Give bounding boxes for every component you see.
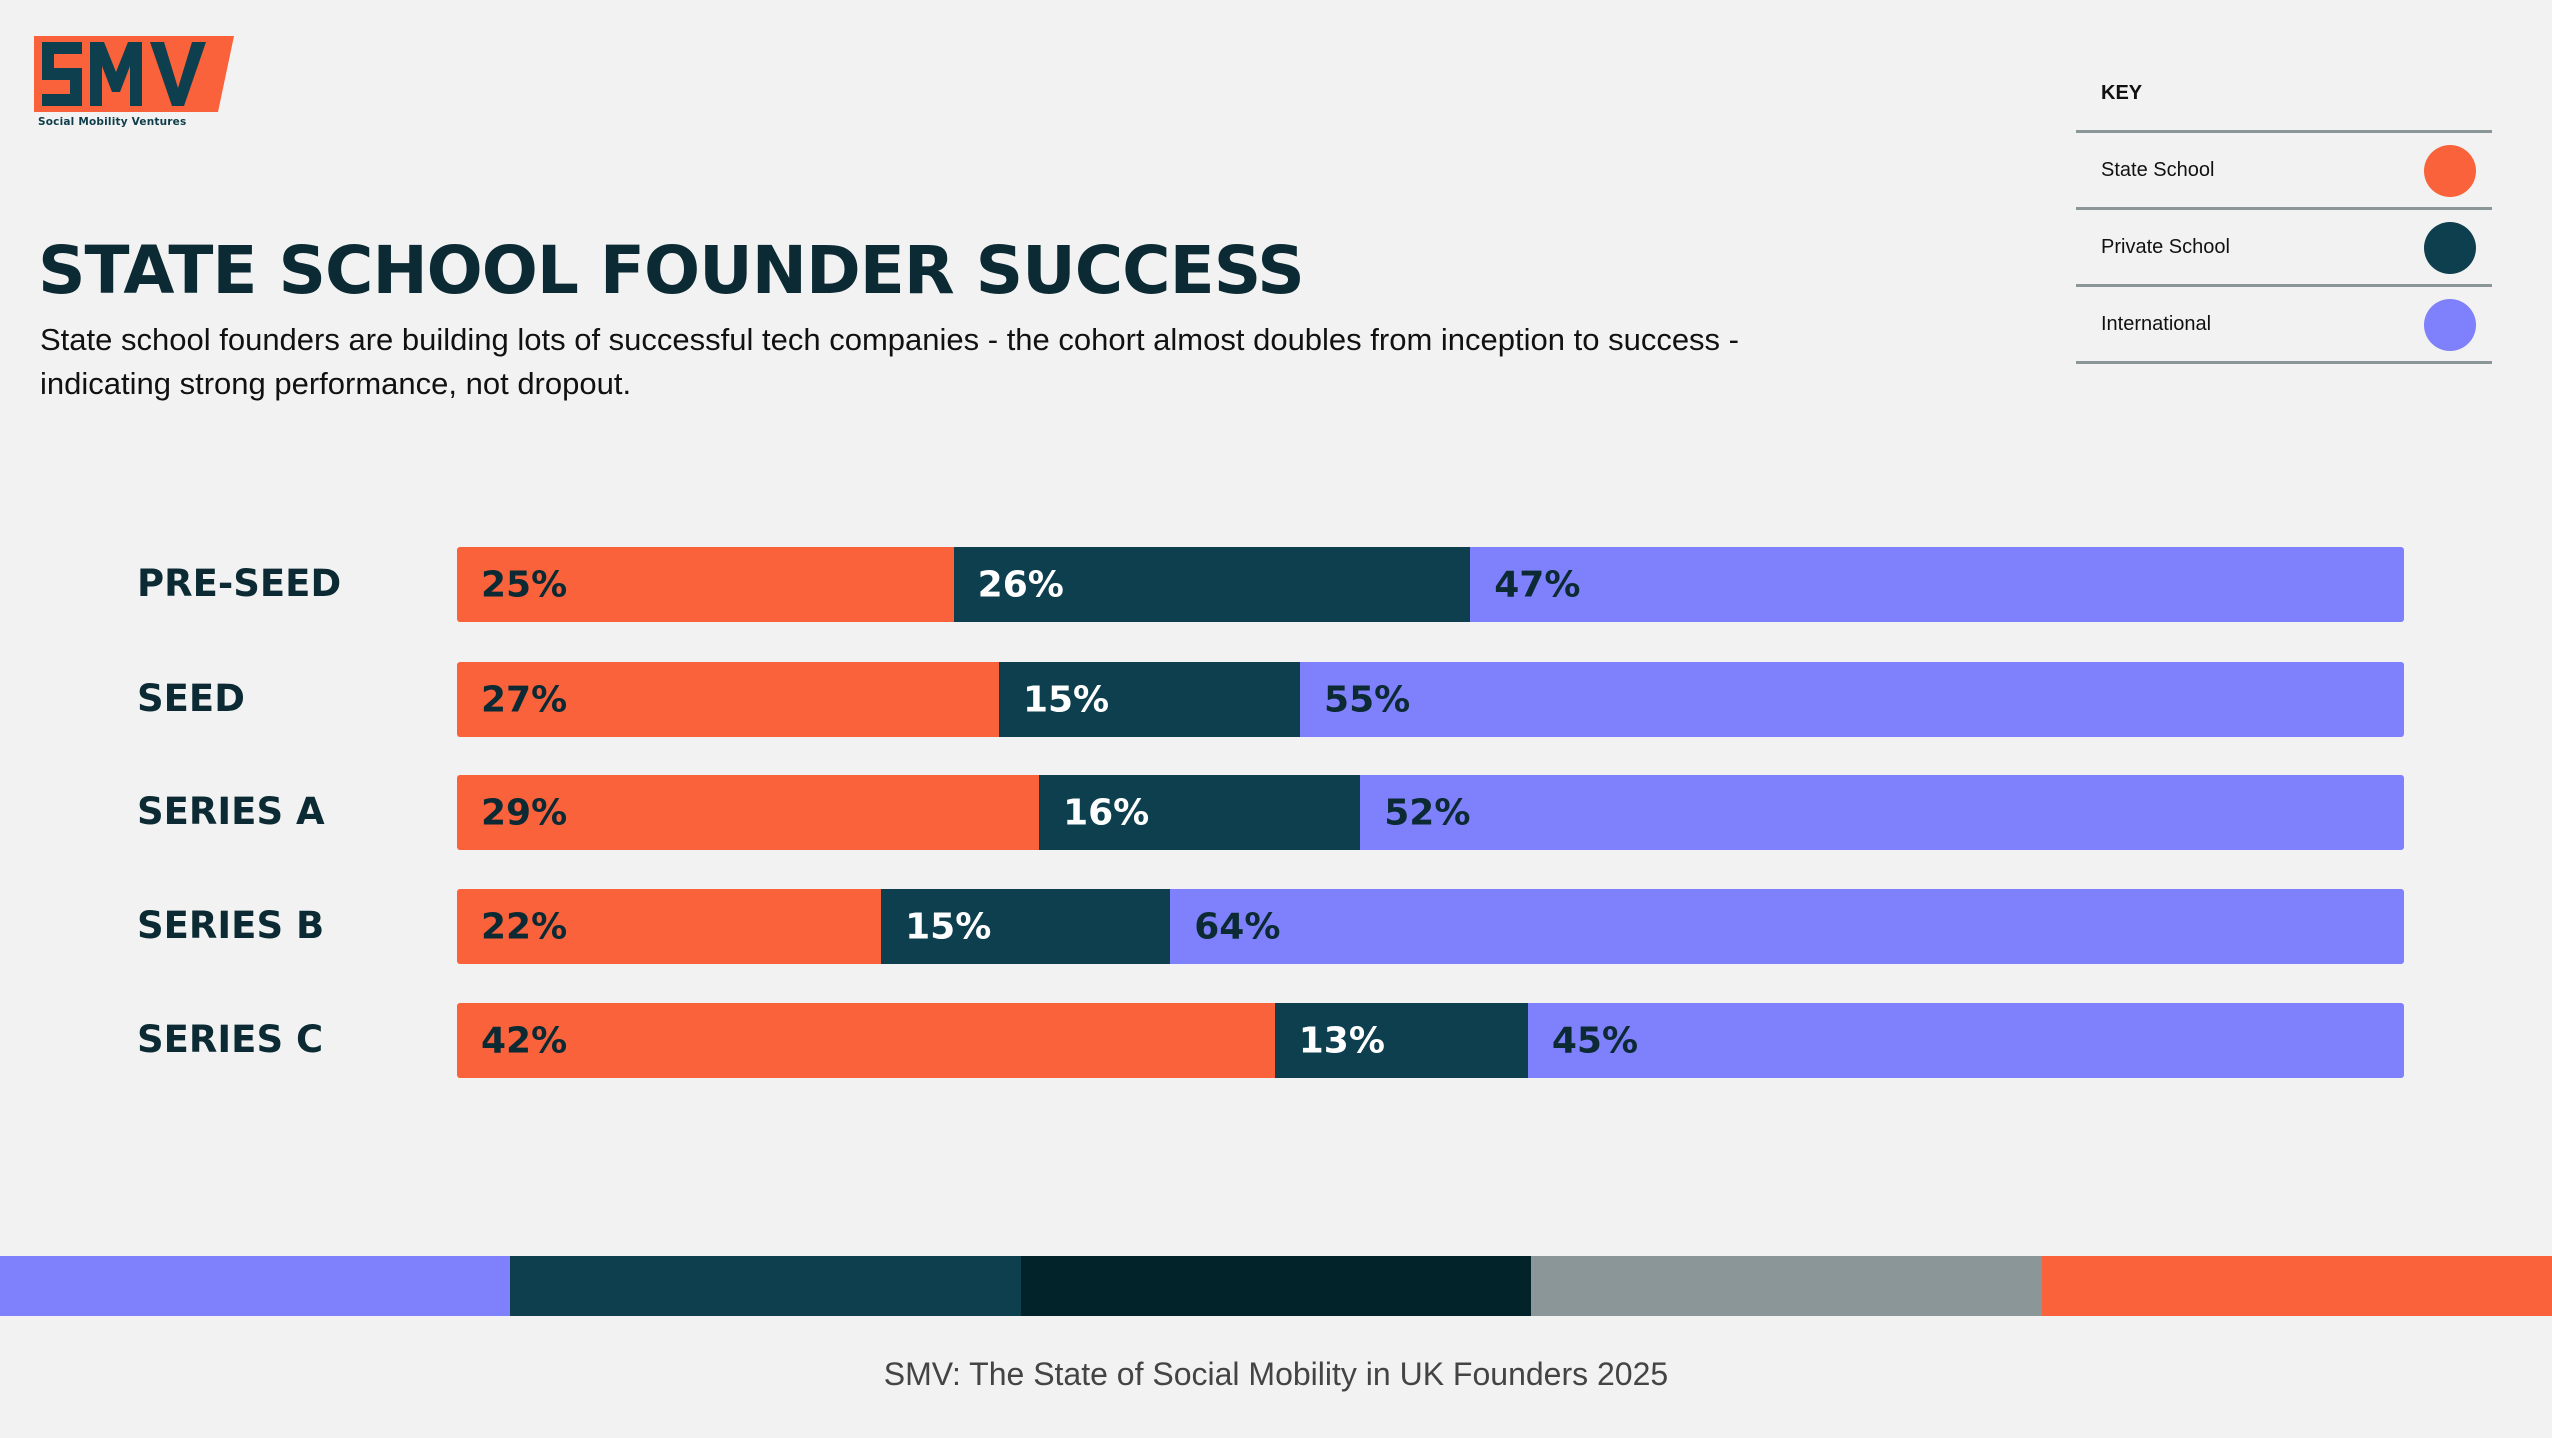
bar-segment: 13% xyxy=(1274,1003,1528,1078)
legend-label: State School xyxy=(2101,158,2215,181)
legend-item-international: International xyxy=(2076,284,2492,364)
stripe-block xyxy=(510,1256,1021,1316)
legend-label: International xyxy=(2101,312,2212,335)
footer-source: SMV: The State of Social Mobility in UK … xyxy=(883,1356,1669,1392)
stripe-block xyxy=(2041,1256,2552,1316)
category-label: SERIES A xyxy=(137,790,325,833)
legend-title: KEY xyxy=(2101,82,2143,104)
smv-logo-mark xyxy=(34,36,234,112)
bar-segment: 16% xyxy=(1039,775,1361,850)
data-label: 15% xyxy=(1022,679,1110,720)
data-label: 16% xyxy=(1063,792,1150,833)
bar-segment: 25% xyxy=(457,547,954,622)
data-label: 64% xyxy=(1194,906,1281,947)
bar-segment: 45% xyxy=(1527,1003,2404,1078)
bar-segment: 29% xyxy=(457,775,1040,850)
data-label: 22% xyxy=(481,906,568,947)
data-label: 29% xyxy=(481,792,568,833)
data-label: 52% xyxy=(1384,792,1471,833)
logo-caption: Social Mobility Ventures xyxy=(38,116,187,128)
data-label: 15% xyxy=(905,906,992,947)
page-subtitle: State school founders are building lots … xyxy=(40,322,1739,401)
data-label: 47% xyxy=(1494,564,1581,605)
legend: KEY State School Private School Internat… xyxy=(2076,72,2492,364)
stripe-block xyxy=(0,1256,511,1316)
footer-color-stripe xyxy=(0,1256,2552,1316)
stacked-bar: 29% 16% 52% xyxy=(457,775,2404,850)
data-label: 55% xyxy=(1324,679,1411,720)
page-title: STATE SCHOOL FOUNDER SUCCESS xyxy=(38,232,1305,309)
smv-logo xyxy=(34,36,234,136)
legend-swatch xyxy=(2424,145,2476,197)
bar-segment: 26% xyxy=(953,547,1471,622)
data-label: 25% xyxy=(481,564,568,605)
legend-label: Private School xyxy=(2101,235,2230,258)
legend-item-state-school: State School xyxy=(2076,130,2492,207)
bar-segment: 55% xyxy=(1300,662,2404,737)
stripe-block xyxy=(1020,1256,1532,1316)
data-label: 27% xyxy=(481,679,568,720)
category-label: SEED xyxy=(137,677,245,720)
bar-segment: 22% xyxy=(457,889,882,964)
stacked-bar: 42% 13% 45% xyxy=(457,1003,2404,1078)
legend-swatch xyxy=(2424,222,2476,274)
stacked-bar: 22% 15% 64% xyxy=(457,889,2404,964)
data-label: 45% xyxy=(1551,1020,1639,1061)
data-label: 13% xyxy=(1298,1020,1385,1061)
stripe-block xyxy=(1531,1256,2042,1316)
legend-swatch xyxy=(2424,299,2476,351)
legend-item-private-school: Private School xyxy=(2076,207,2492,284)
category-label: PRE-SEED xyxy=(137,562,342,605)
bar-segment: 15% xyxy=(998,662,1301,737)
bar-segment: 64% xyxy=(1170,889,2404,964)
bar-segment: 52% xyxy=(1360,775,2404,850)
data-label: 26% xyxy=(977,564,1064,605)
stacked-bar: 25% 26% 47% xyxy=(457,547,2404,622)
category-label: SERIES C xyxy=(137,1018,324,1061)
bar-segment: 27% xyxy=(457,662,999,737)
stacked-bar: 27% 15% 55% xyxy=(457,662,2404,737)
bar-segment: 15% xyxy=(881,889,1171,964)
bar-segment: 42% xyxy=(457,1003,1275,1078)
bar-segment: 47% xyxy=(1470,547,2404,622)
data-label: 42% xyxy=(481,1020,568,1061)
category-label: SERIES B xyxy=(137,904,325,947)
